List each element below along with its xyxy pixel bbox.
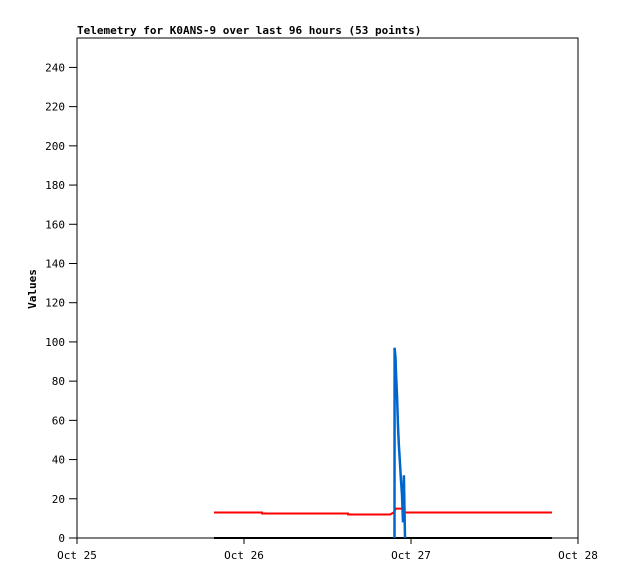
y-tick-label: 60: [52, 414, 65, 427]
y-axis: 0 20 40 60 80 100 120 140 160 180 200 220 240: [45, 61, 77, 545]
y-tick-label: 180: [45, 179, 65, 192]
y-tick-label: 40: [52, 454, 65, 467]
x-tick-label: Oct 25: [57, 549, 97, 562]
y-tick-label: 200: [45, 140, 65, 153]
y-tick-label: 100: [45, 336, 65, 349]
x-axis: Oct 25 Oct 26 Oct 27 Oct 28: [57, 538, 598, 562]
x-tick-label: Oct 27: [391, 549, 431, 562]
plot-area: [76, 37, 579, 539]
y-tick-label: 120: [45, 297, 65, 310]
y-tick-label: 140: [45, 257, 65, 270]
y-tick-label: 240: [45, 61, 65, 74]
y-tick-label: 220: [45, 101, 65, 114]
y-axis-label: Values: [26, 269, 39, 309]
y-tick-label: 80: [52, 375, 65, 388]
chart-title: Telemetry for K0ANS-9 over last 96 hours…: [77, 24, 421, 37]
x-tick-label: Oct 28: [558, 549, 598, 562]
y-tick-label: 20: [52, 493, 65, 506]
series-line-1: [214, 507, 552, 516]
y-tick-label: 0: [58, 532, 65, 545]
y-tick-label: 160: [45, 218, 65, 231]
series-lines: [214, 347, 552, 539]
series-line-2: [393, 347, 407, 539]
x-tick-label: Oct 26: [224, 549, 264, 562]
